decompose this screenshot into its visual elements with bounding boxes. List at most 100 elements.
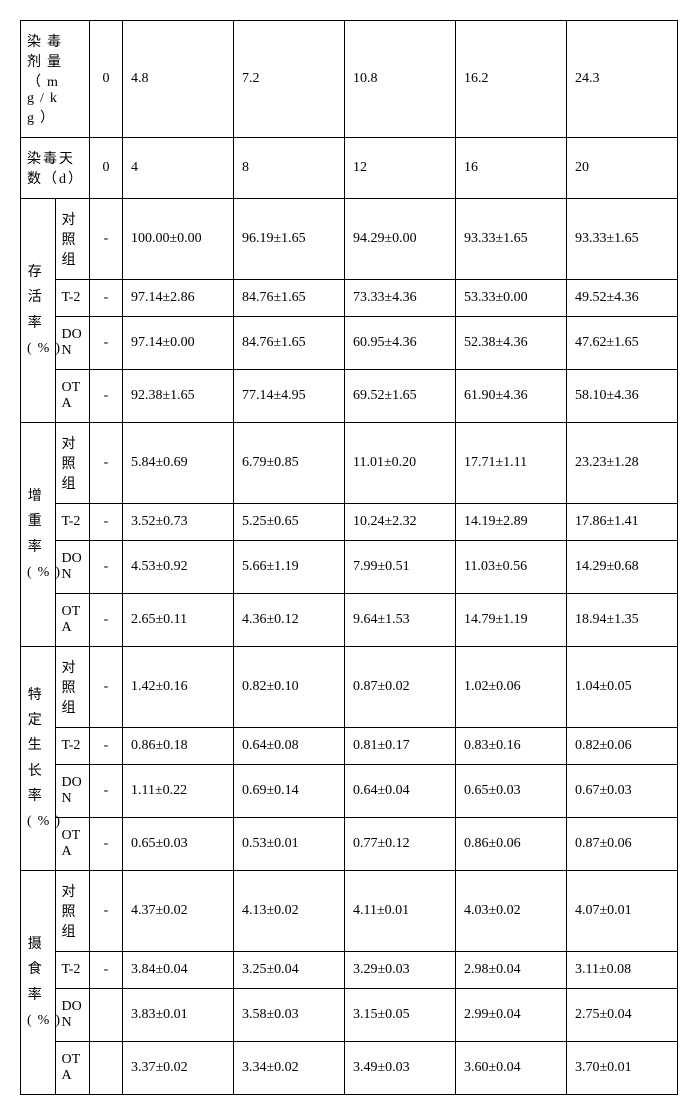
zero-cell: - bbox=[90, 370, 123, 423]
dose-val-2: 10.8 bbox=[345, 21, 456, 138]
val-cell: 11.01±0.20 bbox=[345, 423, 456, 504]
days-val-4: 20 bbox=[567, 138, 678, 199]
val-cell: 97.14±0.00 bbox=[123, 317, 234, 370]
val-cell: 4.03±0.02 bbox=[456, 871, 567, 952]
val-cell: 5.84±0.69 bbox=[123, 423, 234, 504]
val-cell: 94.29±0.00 bbox=[345, 199, 456, 280]
val-cell: 2.65±0.11 bbox=[123, 594, 234, 647]
section-label-0: 存活率(%) bbox=[21, 199, 56, 423]
val-cell: 53.33±0.00 bbox=[456, 280, 567, 317]
group-cell: T-2 bbox=[55, 728, 90, 765]
val-cell: 3.60±0.04 bbox=[456, 1042, 567, 1095]
val-cell: 0.82±0.10 bbox=[234, 647, 345, 728]
section-label-2: 特定生长率(%) bbox=[21, 647, 56, 871]
val-cell: 0.77±0.12 bbox=[345, 818, 456, 871]
zero-cell: - bbox=[90, 871, 123, 952]
zero-cell: - bbox=[90, 765, 123, 818]
val-cell: 3.84±0.04 bbox=[123, 952, 234, 989]
val-cell: 52.38±4.36 bbox=[456, 317, 567, 370]
header-dose-row: 染毒剂量（mg/kg） 0 4.8 7.2 10.8 16.2 24.3 bbox=[21, 21, 678, 138]
table-row: 特定生长率(%) 对照组 - 1.42±0.16 0.82±0.10 0.87±… bbox=[21, 647, 678, 728]
val-cell: 0.86±0.06 bbox=[456, 818, 567, 871]
val-cell: 100.00±0.00 bbox=[123, 199, 234, 280]
val-cell: 73.33±4.36 bbox=[345, 280, 456, 317]
val-cell: 0.81±0.17 bbox=[345, 728, 456, 765]
table-row: T-2 - 3.84±0.04 3.25±0.04 3.29±0.03 2.98… bbox=[21, 952, 678, 989]
val-cell: 10.24±2.32 bbox=[345, 504, 456, 541]
table-row: 摄食率(%) 对照组 - 4.37±0.02 4.13±0.02 4.11±0.… bbox=[21, 871, 678, 952]
val-cell: 3.83±0.01 bbox=[123, 989, 234, 1042]
val-cell: 3.29±0.03 bbox=[345, 952, 456, 989]
dose-zero: 0 bbox=[90, 21, 123, 138]
val-cell: 93.33±1.65 bbox=[567, 199, 678, 280]
val-cell: 0.86±0.18 bbox=[123, 728, 234, 765]
val-cell: 2.99±0.04 bbox=[456, 989, 567, 1042]
val-cell: 92.38±1.65 bbox=[123, 370, 234, 423]
val-cell: 1.11±0.22 bbox=[123, 765, 234, 818]
dose-val-1: 7.2 bbox=[234, 21, 345, 138]
table-row: OTA - 0.65±0.03 0.53±0.01 0.77±0.12 0.86… bbox=[21, 818, 678, 871]
val-cell: 4.07±0.01 bbox=[567, 871, 678, 952]
dose-val-3: 16.2 bbox=[456, 21, 567, 138]
group-cell: 对照组 bbox=[55, 199, 90, 280]
val-cell: 14.29±0.68 bbox=[567, 541, 678, 594]
val-cell: 0.65±0.03 bbox=[123, 818, 234, 871]
val-cell: 4.13±0.02 bbox=[234, 871, 345, 952]
val-cell: 3.34±0.02 bbox=[234, 1042, 345, 1095]
val-cell: 93.33±1.65 bbox=[456, 199, 567, 280]
val-cell: 96.19±1.65 bbox=[234, 199, 345, 280]
zero-cell: - bbox=[90, 952, 123, 989]
table-row: DON - 1.11±0.22 0.69±0.14 0.64±0.04 0.65… bbox=[21, 765, 678, 818]
val-cell: 14.79±1.19 bbox=[456, 594, 567, 647]
val-cell: 3.25±0.04 bbox=[234, 952, 345, 989]
val-cell: 4.36±0.12 bbox=[234, 594, 345, 647]
val-cell: 4.53±0.92 bbox=[123, 541, 234, 594]
val-cell: 0.82±0.06 bbox=[567, 728, 678, 765]
zero-cell: - bbox=[90, 280, 123, 317]
zero-cell: - bbox=[90, 818, 123, 871]
val-cell: 0.83±0.16 bbox=[456, 728, 567, 765]
group-cell: OTA bbox=[55, 370, 90, 423]
val-cell: 5.66±1.19 bbox=[234, 541, 345, 594]
days-zero: 0 bbox=[90, 138, 123, 199]
val-cell: 0.65±0.03 bbox=[456, 765, 567, 818]
table-row: 增重率(%) 对照组 - 5.84±0.69 6.79±0.85 11.01±0… bbox=[21, 423, 678, 504]
days-val-0: 4 bbox=[123, 138, 234, 199]
table-row: DON - 97.14±0.00 84.76±1.65 60.95±4.36 5… bbox=[21, 317, 678, 370]
val-cell: 58.10±4.36 bbox=[567, 370, 678, 423]
val-cell: 60.95±4.36 bbox=[345, 317, 456, 370]
val-cell: 3.58±0.03 bbox=[234, 989, 345, 1042]
val-cell: 17.86±1.41 bbox=[567, 504, 678, 541]
group-cell: 对照组 bbox=[55, 423, 90, 504]
val-cell: 5.25±0.65 bbox=[234, 504, 345, 541]
group-cell: T-2 bbox=[55, 952, 90, 989]
val-cell: 4.11±0.01 bbox=[345, 871, 456, 952]
days-label: 染毒天数（d） bbox=[21, 138, 90, 199]
val-cell: 47.62±1.65 bbox=[567, 317, 678, 370]
table-row: T-2 - 3.52±0.73 5.25±0.65 10.24±2.32 14.… bbox=[21, 504, 678, 541]
group-cell: 对照组 bbox=[55, 871, 90, 952]
zero-cell: - bbox=[90, 647, 123, 728]
val-cell: 3.49±0.03 bbox=[345, 1042, 456, 1095]
zero-cell: - bbox=[90, 199, 123, 280]
val-cell: 69.52±1.65 bbox=[345, 370, 456, 423]
val-cell: 3.11±0.08 bbox=[567, 952, 678, 989]
group-cell: T-2 bbox=[55, 280, 90, 317]
val-cell: 84.76±1.65 bbox=[234, 317, 345, 370]
val-cell: 3.15±0.05 bbox=[345, 989, 456, 1042]
zero-cell: - bbox=[90, 423, 123, 504]
val-cell: 11.03±0.56 bbox=[456, 541, 567, 594]
days-val-2: 12 bbox=[345, 138, 456, 199]
val-cell: 6.79±0.85 bbox=[234, 423, 345, 504]
val-cell: 9.64±1.53 bbox=[345, 594, 456, 647]
val-cell: 0.64±0.08 bbox=[234, 728, 345, 765]
group-cell: 对照组 bbox=[55, 647, 90, 728]
val-cell: 77.14±4.95 bbox=[234, 370, 345, 423]
dose-label: 染毒剂量（mg/kg） bbox=[21, 21, 90, 138]
val-cell: 3.52±0.73 bbox=[123, 504, 234, 541]
val-cell: 49.52±4.36 bbox=[567, 280, 678, 317]
val-cell: 0.87±0.02 bbox=[345, 647, 456, 728]
table-row: OTA - 2.65±0.11 4.36±0.12 9.64±1.53 14.7… bbox=[21, 594, 678, 647]
val-cell: 3.70±0.01 bbox=[567, 1042, 678, 1095]
val-cell: 2.75±0.04 bbox=[567, 989, 678, 1042]
